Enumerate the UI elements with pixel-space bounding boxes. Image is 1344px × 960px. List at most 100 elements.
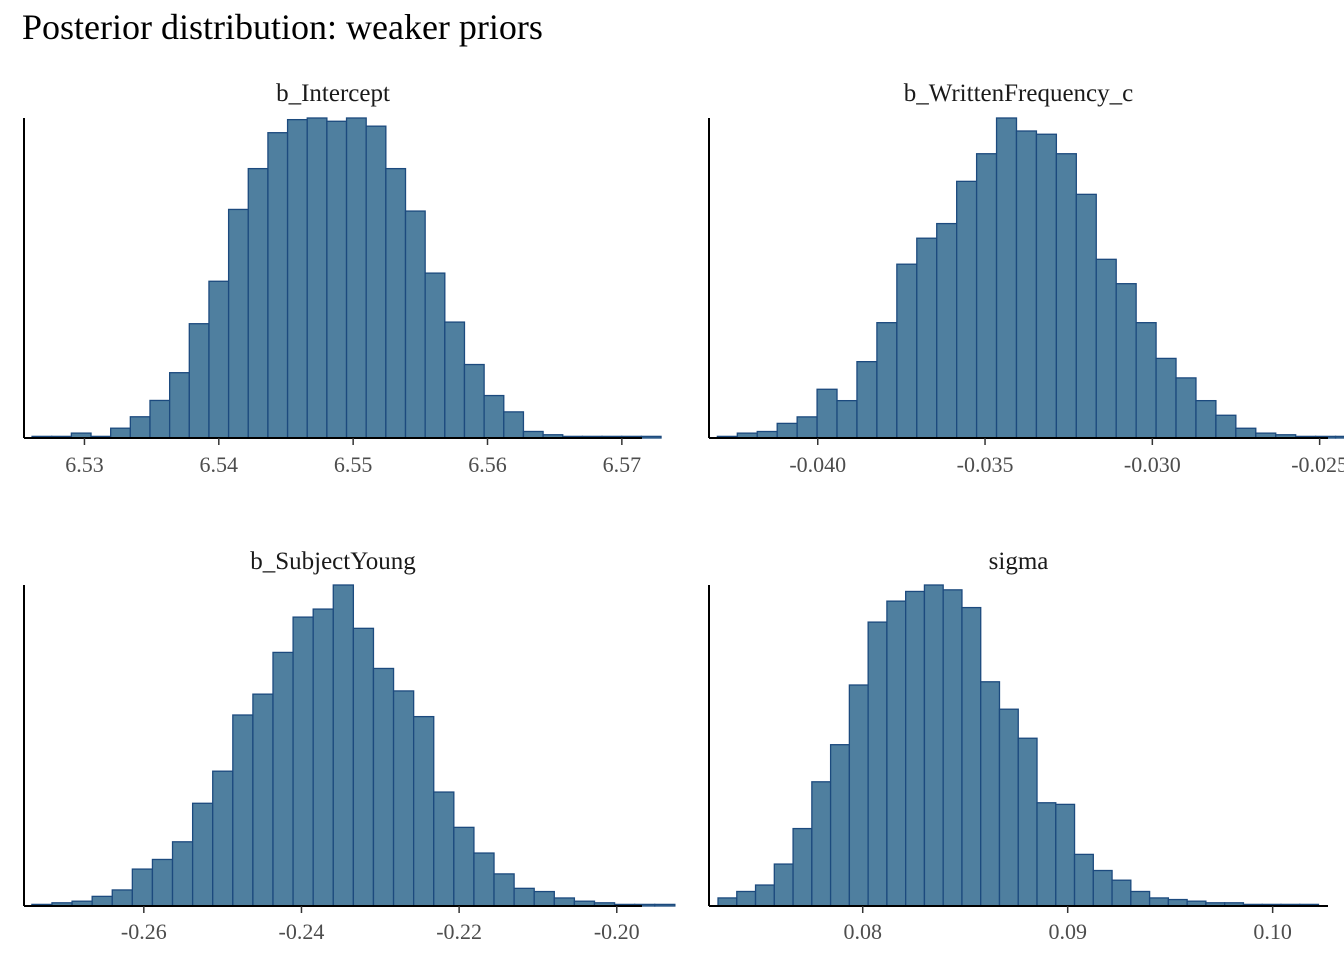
histogram-bar [829,744,851,907]
facet-panel: 0.08 0.09 0.10 sigma [708,548,1328,944]
histogram-bar [227,208,249,439]
tick-label: -0.22 [436,919,482,944]
histogram-bar [905,590,926,907]
histogram-bar [171,841,194,907]
histogram-bar [365,125,387,439]
histogram-bar [896,263,918,439]
tick-label: 0.10 [1253,919,1292,944]
histogram-bar [654,903,676,907]
histogram-bar [131,868,154,907]
histogram-bar [1334,435,1344,439]
tick-label: -0.20 [594,919,640,944]
histogram-bar [923,584,944,907]
histogram-bar [1095,258,1117,439]
tick-label: 6.55 [334,452,373,477]
histogram-bar [252,693,274,907]
histogram-bar [916,237,938,439]
histogram-bar [267,132,289,439]
histogram-bar [1073,853,1094,907]
histogram-bar [326,120,348,439]
histogram-bar [867,621,888,907]
histogram-bar [1215,414,1237,439]
tick-label: 6.56 [468,452,507,477]
tick-label: -0.040 [789,452,846,477]
histogram-bar [836,399,858,439]
histogram-bar [754,884,775,907]
facet-title: b_Intercept [276,80,390,107]
histogram-bar [272,651,294,907]
histogram-bar [312,608,334,907]
histogram-bar [1135,322,1157,439]
histogram-bar [640,435,662,439]
histogram-bar [168,372,190,439]
histogram-bar [1036,802,1057,907]
histogram-bar [1035,133,1058,439]
histogram-bar [503,411,525,439]
histogram-bar [1235,427,1257,439]
histogram-bar [816,388,838,439]
histogram-bar [1017,737,1038,907]
histogram-bar [188,323,210,439]
facet-title: b_SubjectYoung [250,548,416,575]
histogram-bar [1055,803,1076,907]
histogram-bar [412,715,435,907]
histogram-bar [332,584,355,907]
histogram-bar [292,616,314,907]
histogram-bar [1148,897,1170,907]
tick-label: 6.54 [200,452,239,477]
histogram-bar [151,858,174,907]
histogram-bar [372,667,395,907]
histogram-bar [453,826,475,907]
histogram-bar [876,322,898,439]
histogram-bar [286,118,308,439]
facet-panel: -0.040 -0.035 -0.030 -0.025 b_WrittenFrequen… [708,80,1344,477]
histogram-bar [1130,890,1151,907]
histogram-bar [998,708,1019,907]
histogram-bar [975,153,998,439]
histogram-bar [811,781,832,907]
histogram-bar [717,897,738,907]
histogram-bar [424,272,446,439]
histogram-bar [1015,130,1038,439]
histogram-bar [110,427,131,439]
tick-label: -0.24 [279,919,325,944]
histogram-bar [111,889,133,907]
histogram-bar [91,895,113,907]
histogram-bar [473,852,495,907]
tick-label: -0.030 [1124,452,1181,477]
tick-label: 6.57 [603,452,642,477]
histogram-bar [129,416,151,439]
histogram-bar [247,167,269,439]
histogram-bar [736,890,757,907]
histogram-bar [1092,869,1113,907]
histogram-bar [961,606,982,907]
histogram-bar [513,887,535,907]
tick-label: -0.26 [121,919,167,944]
histogram-bar [463,363,485,439]
histogram-bar [956,180,978,439]
histogram-bar [212,770,234,907]
histogram-bar [773,863,794,907]
histogram-bar [1055,153,1077,439]
histogram-bar [1075,193,1097,439]
histogram-bar [433,791,455,907]
histogram-bar [392,690,415,907]
page-title: Posterior distribution: weaker priors [22,7,543,47]
histogram-bar [208,280,230,439]
histogram-bar [776,422,798,439]
histogram-bar [995,117,1018,439]
tick-label: 6.53 [65,452,104,477]
tick-label: -0.035 [957,452,1014,477]
histogram-bar [385,167,407,439]
histogram-bar [191,802,214,907]
tick-label: -0.025 [1291,452,1344,477]
histogram-bar [1175,377,1197,439]
histogram-bar [792,827,813,907]
histogram-bar [856,361,878,439]
tick-label: 0.09 [1048,919,1087,944]
histogram-bar [1195,399,1217,439]
histogram-bar [352,627,375,907]
histogram-bar [444,321,466,439]
tick-label: 0.08 [843,919,882,944]
